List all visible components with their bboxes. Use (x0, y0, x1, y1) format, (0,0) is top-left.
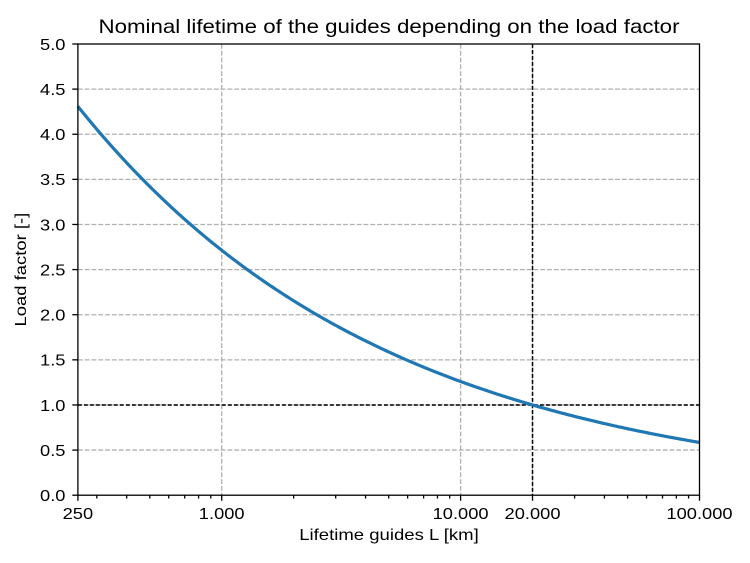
svg-text:3.5: 3.5 (40, 172, 66, 189)
svg-text:4.5: 4.5 (40, 82, 66, 99)
svg-text:1.000: 1.000 (199, 506, 245, 523)
svg-text:0.0: 0.0 (40, 488, 66, 505)
svg-text:0.5: 0.5 (40, 443, 66, 460)
svg-text:Load factor [-]: Load factor [-] (13, 213, 30, 327)
svg-text:20.000: 20.000 (505, 506, 561, 523)
svg-text:1.0: 1.0 (40, 398, 66, 415)
svg-text:1.5: 1.5 (40, 353, 66, 370)
svg-text:2.5: 2.5 (40, 262, 66, 279)
svg-text:250: 250 (63, 506, 94, 523)
svg-text:100.000: 100.000 (666, 506, 732, 523)
svg-text:Lifetime guides L [km]: Lifetime guides L [km] (299, 527, 479, 544)
svg-text:3.0: 3.0 (40, 217, 66, 234)
svg-text:10.000: 10.000 (433, 506, 489, 523)
svg-text:Nominal lifetime of the guides: Nominal lifetime of the guides depending… (99, 16, 681, 38)
svg-text:2.0: 2.0 (40, 308, 66, 325)
svg-text:4.0: 4.0 (40, 127, 66, 144)
svg-text:5.0: 5.0 (40, 37, 66, 54)
